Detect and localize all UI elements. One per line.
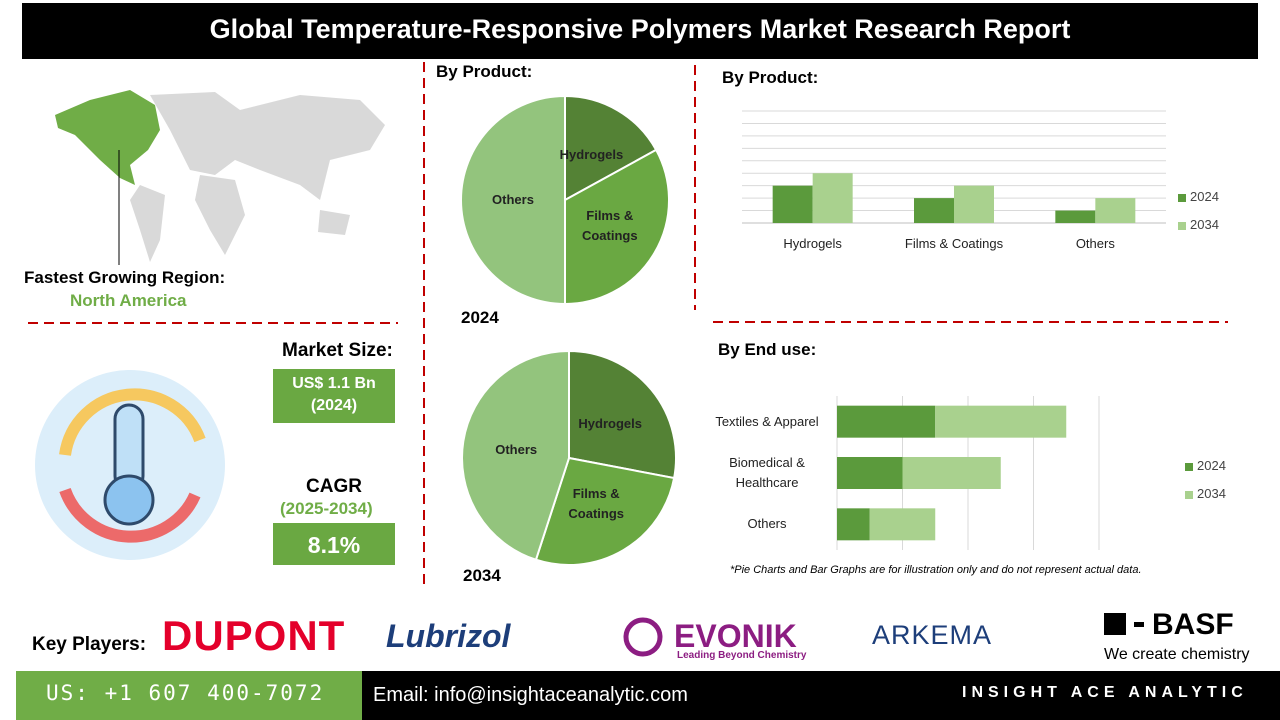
pie-label: Films & Coatings (568, 486, 625, 522)
cagr-period: (2025-2034) (280, 499, 373, 518)
pie-slice (568, 349, 677, 480)
title-bar (22, 3, 1258, 59)
legend-swatch (1178, 222, 1186, 230)
legend-swatch (1178, 194, 1186, 202)
pie-slice (534, 456, 676, 566)
chart-title: By Product: (722, 68, 819, 87)
pie-slice (564, 94, 658, 202)
bar (837, 508, 870, 541)
key-players-label: Key Players: (32, 634, 147, 655)
title: Global Temperature-Responsive Polymers M… (209, 14, 1071, 44)
region-value: North America (70, 291, 187, 310)
bar (772, 185, 813, 223)
evonik-logo: EVONIK (674, 618, 797, 654)
dividers (28, 62, 1228, 590)
legend-label: 2024 (1197, 458, 1226, 473)
basf-dash (1134, 622, 1144, 627)
pie-label: Hydrogels (578, 415, 642, 431)
pie-year: 2024 (461, 308, 499, 327)
y-tick-label: Others (747, 516, 787, 532)
x-tick-label: Films & Coatings (904, 236, 1004, 251)
legend-label: 2034 (1197, 486, 1226, 501)
dupont-logo: DUPONT (162, 612, 346, 659)
chart-title: By End use: (718, 340, 817, 359)
bar (902, 457, 1001, 489)
market-size-label: Market Size: (282, 340, 393, 361)
lubrizol-logo: Lubrizol (386, 618, 511, 654)
bar (869, 508, 936, 541)
cagr-value: 8.1% (307, 532, 361, 558)
evonik-tagline: Leading Beyond Chemistry (677, 650, 807, 661)
pie-slice (564, 148, 670, 306)
legend-label: 2024 (1190, 189, 1219, 204)
bar (935, 405, 1067, 438)
pie-slice (460, 94, 566, 306)
pie-label: Others (495, 441, 538, 457)
basf-tagline: We create chemistry (1104, 646, 1250, 663)
arkema-logo: ARKEMA (872, 620, 993, 650)
region-label: Fastest Growing Region: (24, 268, 226, 287)
phone: US: +1 607 400-7072 (46, 681, 325, 705)
x-tick-label: Others (1075, 236, 1115, 251)
y-tick-label: Biomedical & Healthcare (729, 455, 805, 490)
footer-green (16, 671, 362, 720)
pie-label: Films & Coatings (581, 208, 638, 244)
bar (837, 405, 936, 438)
cagr-label: CAGR (306, 476, 362, 497)
chart-title: By Product: (436, 62, 533, 81)
pie-year: 2034 (463, 566, 501, 585)
thermometer-icon (35, 370, 225, 560)
pie-label: Hydrogels (559, 147, 624, 163)
bar (812, 173, 853, 223)
pie-slice (461, 349, 570, 562)
legend-swatch (1185, 491, 1193, 499)
basf-mark (1104, 613, 1126, 635)
cagr-box (273, 523, 395, 565)
footer-black (362, 671, 1280, 720)
bar (1095, 198, 1136, 223)
world-map (130, 92, 385, 262)
market-size-box (273, 369, 395, 423)
brand: INSIGHT ACE ANALYTIC (962, 684, 1248, 701)
market-size-value: US$ 1.1 Bn (2024) (292, 375, 376, 414)
y-tick-label: Textiles & Apparel (715, 413, 819, 429)
note: *Pie Charts and Bar Graphs are for illus… (730, 564, 1142, 576)
pie-label: Others (492, 192, 534, 207)
north-america (55, 90, 160, 185)
evonik-mark (623, 617, 663, 657)
bar (914, 198, 954, 223)
legend-swatch (1185, 463, 1193, 471)
x-tick-label: Hydrogels (783, 236, 842, 251)
email: Email: info@insightaceanalytic.com (373, 684, 688, 706)
basf-logo: BASF (1152, 608, 1234, 641)
bar (954, 185, 994, 223)
bar (837, 457, 903, 489)
legend-label: 2034 (1190, 217, 1219, 232)
bar (1055, 210, 1096, 223)
